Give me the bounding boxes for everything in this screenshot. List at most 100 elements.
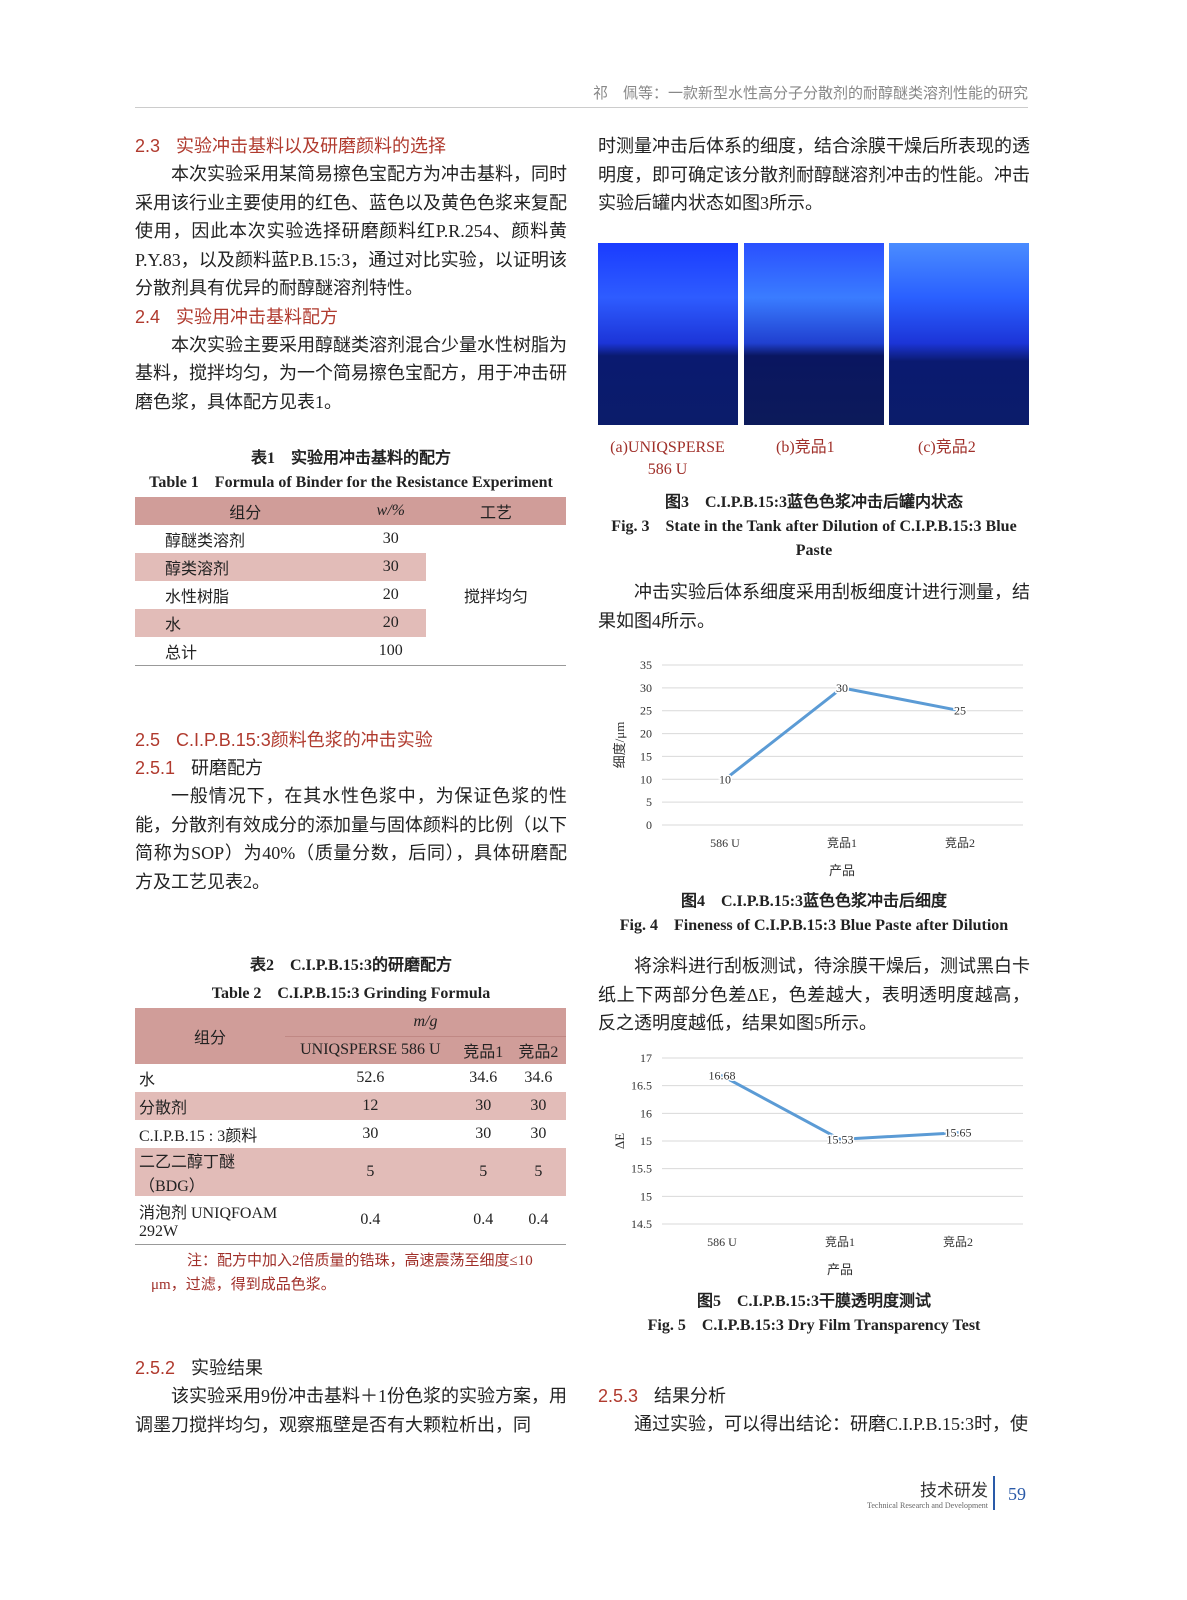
photo-label-c: (c)竞品2 bbox=[918, 439, 976, 456]
cell: 30 bbox=[362, 1125, 379, 1142]
y-tick-label: 5 bbox=[646, 795, 652, 809]
data-label: 10 bbox=[719, 772, 731, 786]
x-axis-label: 产品 bbox=[829, 863, 855, 878]
paragraph-text: 冲击实验后体系细度采用刮板细度计进行测量，结果如图4所示。 bbox=[598, 582, 1030, 631]
data-point bbox=[840, 686, 844, 690]
data-label: 16.68 bbox=[709, 1069, 736, 1083]
table-row: 水性树脂 20 bbox=[135, 581, 566, 609]
cell: 0.4 bbox=[528, 1210, 549, 1228]
heading-2-5-2: 2.5.2 实验结果 bbox=[135, 1354, 567, 1382]
heading-2-5: 2.5 C.I.P.B.15:3颜料色浆的冲击实验 bbox=[135, 726, 567, 754]
section-title: 研磨配方 bbox=[191, 758, 264, 778]
table-row: 总计 100 bbox=[135, 637, 566, 665]
figure-title-en: Fig. 5 C.I.P.B.15:3 Dry Film Transparenc… bbox=[647, 1317, 981, 1334]
cell: 34.6 bbox=[469, 1069, 498, 1086]
cell: 醇类溶剂 bbox=[165, 561, 230, 578]
y-tick-label: 14.5 bbox=[631, 1217, 652, 1231]
section-2-5: 2.5 C.I.P.B.15:3颜料色浆的冲击实验 2.5.1 研磨配方 一般情况下… bbox=[135, 726, 567, 896]
figure-title-en: Fig. 3 State in the Tank after Dilution … bbox=[611, 518, 1017, 559]
figure-title-cn: 图4 C.I.P.B.15:3蓝色色浆冲击后细度 bbox=[680, 893, 948, 910]
col-header: 工艺 bbox=[426, 497, 566, 525]
y-tick-label: 15 bbox=[640, 1134, 652, 1148]
section-number: 2.3 bbox=[135, 136, 161, 156]
y-tick-label: 15 bbox=[640, 1189, 652, 1203]
table-note: 注：配方中加入2倍质量的锆珠，高速震荡至细度≤10 μm，过滤，得到成品色浆。 bbox=[151, 1252, 533, 1293]
cell: 52.6 bbox=[356, 1069, 385, 1086]
section-title: 实验冲击基料以及研磨颜料的选择 bbox=[176, 136, 447, 156]
section-title: 实验结果 bbox=[191, 1358, 264, 1378]
col-header: w/% bbox=[355, 497, 426, 525]
x-tick-label: 586 U bbox=[707, 1235, 737, 1249]
data-label: 30 bbox=[836, 681, 848, 695]
figure-5-caption: 图5 C.I.P.B.15:3干膜透明度测试 Fig. 5 C.I.P.B.15… bbox=[598, 1290, 1030, 1338]
photo-label-a: (a)UNIQSPERSE 586 U bbox=[610, 439, 725, 478]
section-2-5-2: 2.5.2 实验结果 该实验采用9份冲击基料＋1份色浆的实验方案，用调墨刀搅拌均匀… bbox=[135, 1354, 567, 1439]
figure-4-caption: 图4 C.I.P.B.15:3蓝色色浆冲击后细度 Fig. 4 Fineness… bbox=[598, 890, 1030, 938]
table-row: 水 52.6 34.6 34.6 bbox=[135, 1064, 566, 1092]
figure-4-chart: 35 30 25 20 15 10 5 0 10 30 25 586 U 竞品1 竞品2 产品 细度/μm bbox=[612, 658, 1023, 878]
heading-2-4: 2.4 实验用冲击基料配方 bbox=[135, 303, 567, 331]
y-tick-label: 15 bbox=[640, 749, 652, 763]
paragraph-text: 时测量冲击后体系的细度，结合涂膜干燥后所表现的透明度，即可确定该分散剂耐醇醚溶剂… bbox=[598, 136, 1030, 213]
x-tick-label: 586 U bbox=[710, 836, 740, 850]
paragraph: 该实验采用9份冲击基料＋1份色浆的实验方案，用调墨刀搅拌均匀，观察瓶壁是否有大颗… bbox=[135, 1386, 567, 1435]
section-number: 2.5.3 bbox=[598, 1386, 639, 1406]
cell: 30 bbox=[475, 1097, 492, 1114]
section-2-5-3: 2.5.3 结果分析 通过实验，可以得出结论：研磨C.I.P.B.15:3时，使 bbox=[598, 1382, 1030, 1439]
section-title: 实验用冲击基料配方 bbox=[176, 306, 339, 327]
y-tick-label: 17 bbox=[640, 1051, 652, 1065]
photo-competitor-2 bbox=[889, 243, 1029, 425]
cell: 水 bbox=[139, 1072, 156, 1089]
figure-title-en: Fig. 4 Fineness of C.I.P.B.15:3 Blue Pas… bbox=[619, 917, 1009, 934]
cell: 醇醚类溶剂 bbox=[165, 533, 246, 550]
paragraph: 本次实验主要采用醇醚类溶剂混合少量水性树脂为基料，搅拌均匀，为一个简易擦色宝配方… bbox=[135, 334, 567, 412]
cell: 12 bbox=[362, 1097, 379, 1114]
y-tick-label: 35 bbox=[640, 658, 652, 672]
table-row: 二乙二醇丁醚（BDG） 5 5 5 bbox=[135, 1148, 566, 1196]
y-tick-label: 16 bbox=[640, 1106, 652, 1120]
y-tick-label: 25 bbox=[640, 704, 652, 718]
data-point bbox=[958, 709, 962, 713]
x-tick-label: 竞品2 bbox=[943, 1235, 973, 1249]
footer-section-en: Technical Research and Development bbox=[867, 1501, 988, 1510]
heading-2-5-1: 2.5.1 研磨配方 bbox=[135, 754, 567, 782]
paragraph: 冲击实验后体系细度采用刮板细度计进行测量，结果如图4所示。 bbox=[598, 578, 1030, 635]
cell: 20 bbox=[382, 614, 399, 631]
figure-title-cn: 图3 C.I.P.B.15:3蓝色色浆冲击后罐内状态 bbox=[664, 494, 964, 511]
paragraph: 本次实验采用某简易擦色宝配方为冲击基料，同时采用该行业主要使用的红色、蓝色以及黄… bbox=[135, 164, 567, 298]
cell: 5 bbox=[534, 1163, 543, 1180]
col-header: 竞品2 bbox=[510, 1036, 566, 1064]
data-point bbox=[723, 777, 727, 781]
photo-competitor-1 bbox=[744, 243, 884, 425]
cell: 30 bbox=[382, 558, 399, 575]
cell: 总计 bbox=[165, 644, 198, 662]
cell: 消泡剂 UNIQFOAM 292W bbox=[139, 1204, 278, 1240]
y-tick-label: 10 bbox=[640, 772, 652, 786]
cell: 0.4 bbox=[360, 1210, 381, 1228]
data-point bbox=[720, 1074, 724, 1078]
section-number: 2.5.2 bbox=[135, 1358, 176, 1378]
section-title: 结果分析 bbox=[654, 1386, 727, 1406]
table-title-cn: 表2 C.I.P.B.15:3的研磨配方 bbox=[249, 957, 453, 974]
paragraph-text: 将涂料进行刮板测试，待涂膜干燥后，测试黑白卡纸上下两部分色差ΔE，色差越大，表明… bbox=[598, 956, 1030, 1033]
table-2: 表2 C.I.P.B.15:3的研磨配方 Table 2 C.I.P.B.15:… bbox=[135, 954, 567, 1297]
col-header: m/g bbox=[285, 1008, 566, 1037]
page-number: 59 bbox=[1008, 1484, 1026, 1504]
y-axis-label: 细度/μm bbox=[612, 722, 627, 769]
table-title-en: Table 2 C.I.P.B.15:3 Grinding Formula bbox=[211, 985, 491, 1002]
col-header: UNIQSPERSE 586 U bbox=[285, 1036, 456, 1064]
y-tick-label: 15.5 bbox=[631, 1162, 652, 1176]
data-label: 15.53 bbox=[827, 1132, 854, 1146]
figure-5-chart: 17 16.5 16 15 15.5 15 14.5 16.68 15.53 15.65 586 U… bbox=[612, 1051, 1023, 1277]
cell: 30 bbox=[530, 1097, 547, 1114]
paragraph: 将涂料进行刮板测试，待涂膜干燥后，测试黑白卡纸上下两部分色差ΔE，色差越大，表明… bbox=[598, 952, 1030, 1038]
col-header: 组分 bbox=[135, 1008, 285, 1064]
figure-title-cn: 图5 C.I.P.B.15:3干膜透明度测试 bbox=[696, 1293, 932, 1310]
heading-2-5-3: 2.5.3 结果分析 bbox=[598, 1382, 1030, 1410]
y-tick-label: 16.5 bbox=[631, 1079, 652, 1093]
footer-section: 技术研发 Technical Research and Development bbox=[867, 1476, 995, 1510]
cell: 分散剂 bbox=[139, 1100, 188, 1117]
cell: 30 bbox=[382, 530, 399, 547]
footer-section-cn: 技术研发 bbox=[920, 1481, 988, 1500]
y-tick-label: 30 bbox=[640, 681, 652, 695]
